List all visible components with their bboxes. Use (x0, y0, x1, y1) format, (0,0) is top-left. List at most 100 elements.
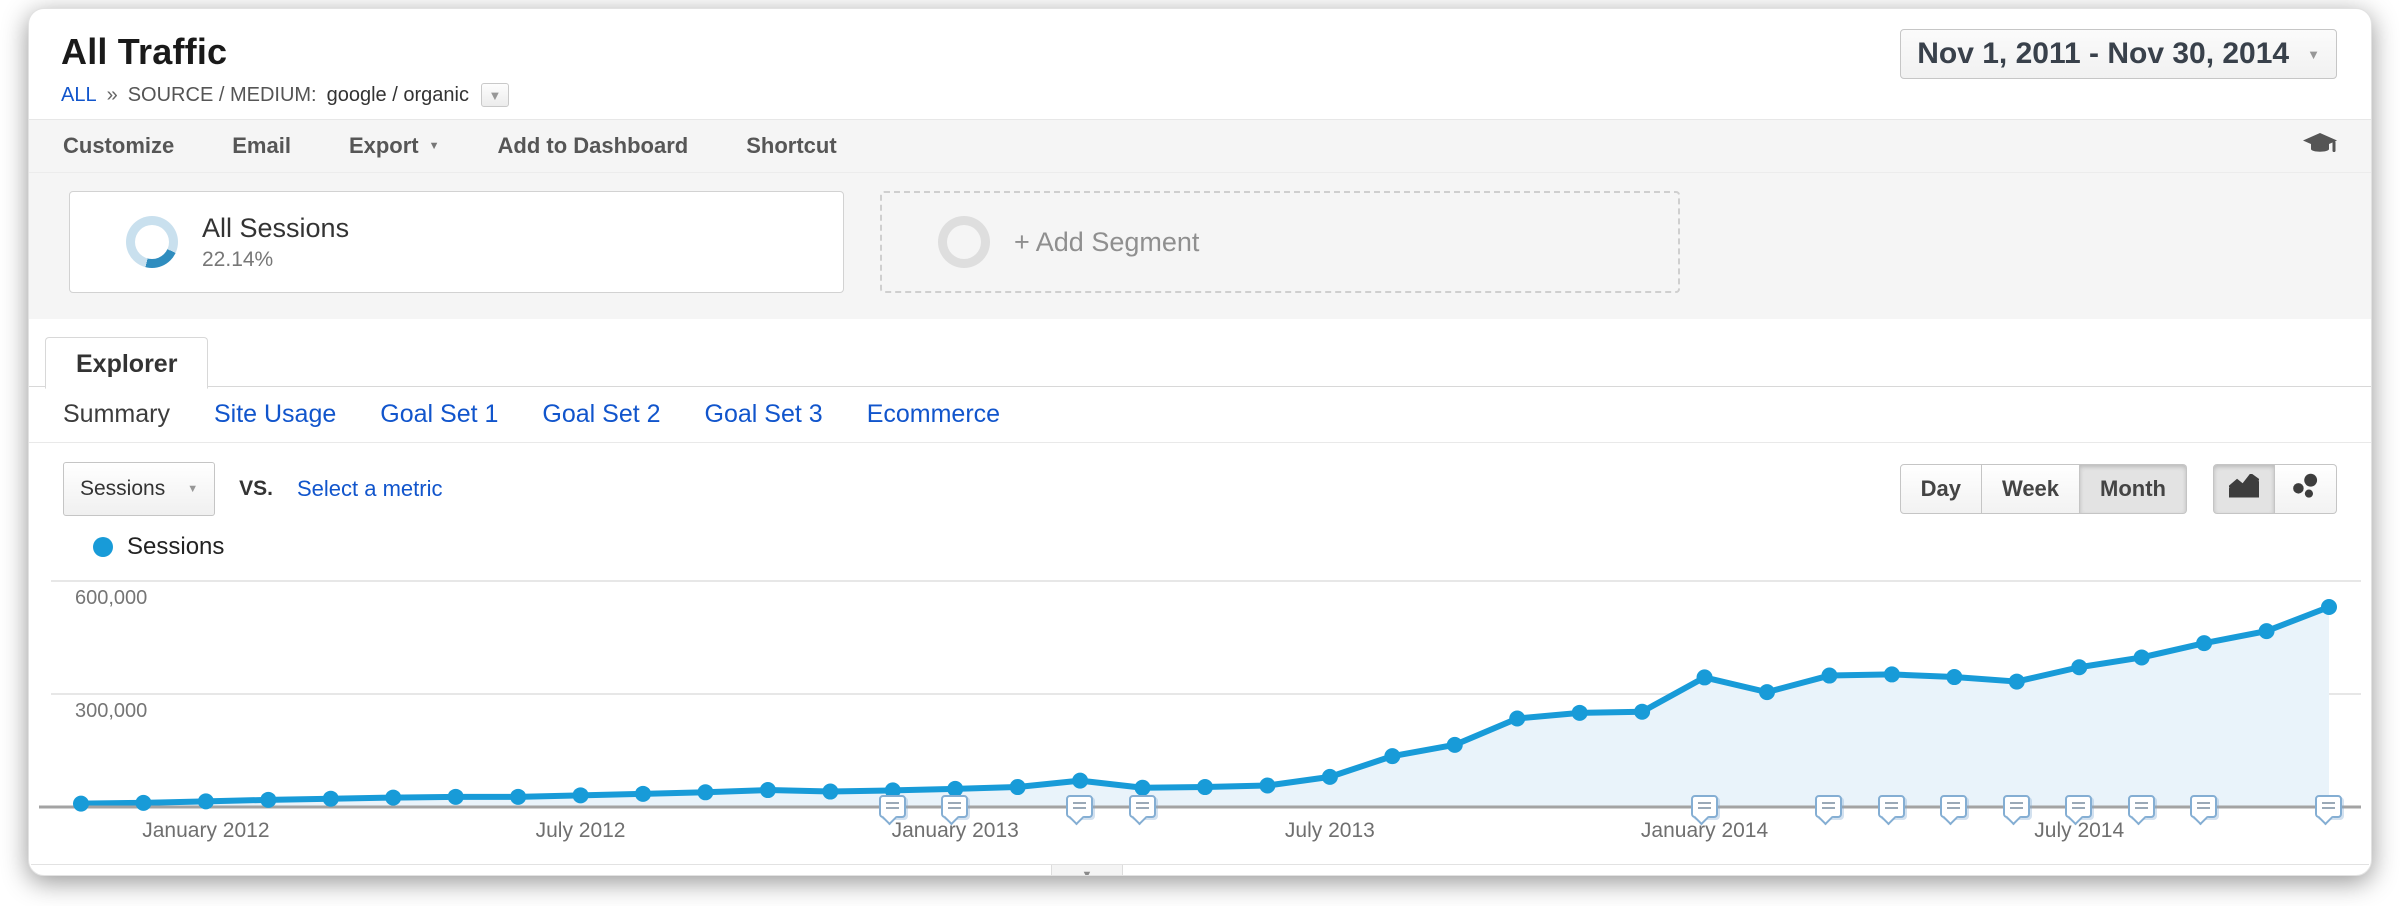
data-point[interactable] (197, 793, 214, 810)
vs-label: vs. (239, 477, 273, 500)
line-chart-button[interactable] (2213, 464, 2275, 514)
chart-bottom-divider (31, 864, 2369, 865)
subtab-goal-set-2[interactable]: Goal Set 2 (542, 400, 661, 428)
data-point[interactable] (1446, 736, 1463, 753)
x-axis-tick-label: January 2012 (142, 819, 270, 842)
select-a-metric-link[interactable]: Select a metric (296, 476, 443, 501)
granularity-day-button[interactable]: Day (1899, 464, 1982, 514)
data-point[interactable] (1072, 772, 1089, 789)
data-point[interactable] (447, 788, 464, 805)
annotation-flag-icon[interactable] (1940, 795, 1968, 818)
data-point[interactable] (1634, 703, 1651, 720)
customize-button[interactable]: Customize (63, 133, 175, 158)
data-point[interactable] (1259, 777, 1276, 794)
breadcrumb-separator: » (106, 83, 118, 106)
annotation-flag-icon[interactable] (1877, 795, 1905, 818)
breadcrumb-dimension-label: SOURCE / MEDIUM: (127, 83, 317, 106)
annotation-flag-icon[interactable] (1066, 795, 1094, 818)
breadcrumb-dimension-value: google / organic (326, 83, 469, 106)
annotation-flag-icon[interactable] (2065, 795, 2093, 818)
data-point[interactable] (1384, 748, 1401, 765)
data-point[interactable] (322, 790, 339, 807)
sessions-legend-dot-icon (93, 537, 113, 557)
explorer-tab-bar: Explorer (29, 335, 2371, 389)
data-point[interactable] (1759, 684, 1775, 701)
subtab-summary[interactable]: Summary (63, 400, 170, 428)
chart-controls: Sessions ▼ vs. Select a metric Day Week … (29, 443, 2371, 529)
data-point[interactable] (759, 782, 776, 799)
export-caret-icon: ▼ (428, 139, 440, 152)
export-button[interactable]: Export ▼ (348, 133, 440, 158)
series-area-fill (81, 606, 2329, 807)
x-axis-tick-label: January 2013 (891, 819, 1019, 842)
data-point[interactable] (1696, 669, 1713, 686)
data-point[interactable] (73, 795, 89, 812)
data-point[interactable] (2321, 598, 2337, 615)
report-toolbar: Customize Email Export ▼ Add to Dashboard… (29, 119, 2371, 173)
tab-explorer[interactable]: Explorer (45, 337, 209, 389)
data-point[interactable] (135, 794, 152, 811)
data-point[interactable] (1134, 779, 1151, 796)
annotation-flag-icon[interactable] (878, 795, 906, 818)
annotation-flag-icon[interactable] (2190, 795, 2218, 818)
data-point[interactable] (1821, 667, 1838, 684)
data-point[interactable] (1009, 779, 1026, 796)
sessions-timeseries-chart[interactable]: 600,000 300,000 January 2012 July 2012 Janua… (31, 567, 2369, 875)
data-point[interactable] (635, 785, 651, 802)
graduation-cap-icon[interactable] (2303, 131, 2337, 162)
data-point[interactable] (1321, 768, 1338, 785)
breadcrumb-dropdown-button[interactable]: ▼ (480, 83, 509, 107)
annotations-expand-tab[interactable]: ▼ (1051, 865, 1123, 875)
data-point[interactable] (2008, 673, 2025, 690)
annotation-flag-icon[interactable] (2127, 795, 2155, 818)
breadcrumb-all-link[interactable]: ALL (61, 83, 97, 106)
annotation-flag-icon[interactable] (941, 795, 969, 818)
data-point[interactable] (822, 783, 839, 800)
data-point[interactable] (1946, 669, 1963, 686)
granularity-switcher: Day Week Month (1899, 464, 2187, 514)
granularity-month-button[interactable]: Month (2080, 464, 2187, 514)
sessions-line-plot[interactable] (31, 567, 2369, 827)
data-point[interactable] (572, 787, 589, 804)
segment-donut-icon (126, 216, 178, 268)
data-point[interactable] (1509, 710, 1526, 727)
annotation-flag-icon[interactable] (2002, 795, 2030, 818)
add-segment-card[interactable]: + Add Segment (880, 191, 1680, 293)
data-point[interactable] (385, 789, 402, 806)
data-point[interactable] (1571, 704, 1588, 721)
chevron-down-icon: ▼ (2307, 46, 2320, 62)
data-point[interactable] (2196, 635, 2213, 652)
data-point[interactable] (2133, 649, 2150, 666)
motion-chart-icon (2292, 472, 2320, 506)
x-axis-tick-label: July 2012 (535, 819, 626, 842)
subtab-ecommerce[interactable]: Ecommerce (866, 400, 1001, 428)
annotation-flag-icon[interactable] (1815, 795, 1843, 818)
y-axis-tick-label: 600,000 (75, 587, 148, 609)
subtab-goal-set-1[interactable]: Goal Set 1 (380, 400, 499, 428)
data-point[interactable] (1197, 779, 1213, 796)
data-point[interactable] (697, 784, 714, 801)
data-point[interactable] (510, 788, 527, 805)
annotation-flag-icon[interactable] (2315, 795, 2342, 818)
annotation-flag-icon[interactable] (1128, 795, 1156, 818)
shortcut-button[interactable]: Shortcut (746, 133, 837, 158)
data-point[interactable] (260, 791, 277, 808)
granularity-week-button[interactable]: Week (1981, 464, 2081, 514)
motion-chart-button[interactable] (2275, 464, 2337, 514)
page-title: All Traffic (61, 31, 228, 72)
all-sessions-segment-card[interactable]: All Sessions 22.14% (69, 191, 844, 293)
data-point[interactable] (2071, 659, 2088, 676)
data-point[interactable] (1883, 666, 1900, 683)
explorer-subnav: Summary Site Usage Goal Set 1 Goal Set 2… (29, 387, 2371, 443)
data-point[interactable] (947, 780, 964, 797)
metric-selector-dropdown[interactable]: Sessions ▼ (63, 462, 216, 516)
segment-donut-placeholder-icon (938, 216, 990, 268)
data-point[interactable] (2258, 623, 2275, 640)
subtab-goal-set-3[interactable]: Goal Set 3 (704, 400, 823, 428)
chevron-down-icon: ▼ (187, 482, 199, 495)
subtab-site-usage[interactable]: Site Usage (213, 400, 337, 428)
email-button[interactable]: Email (232, 133, 291, 158)
add-to-dashboard-button[interactable]: Add to Dashboard (497, 133, 689, 158)
date-range-selector[interactable]: Nov 1, 2011 - Nov 30, 2014 ▼ (1900, 29, 2337, 79)
annotation-flag-icon[interactable] (1690, 795, 1718, 818)
